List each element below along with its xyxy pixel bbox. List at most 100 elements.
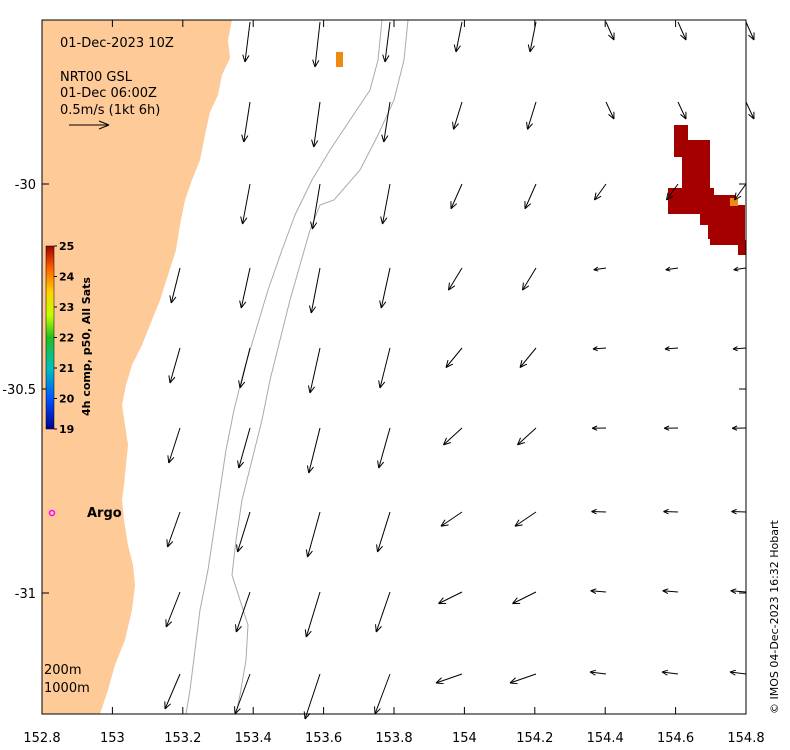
current-arrow	[589, 669, 607, 676]
current-arrow	[236, 511, 251, 553]
current-arrow	[517, 427, 537, 446]
x-axis: 152.8 153 153.2 153.4 153.6 153.8 154 154.2 154.…	[23, 20, 765, 746]
current-arrow	[238, 347, 251, 389]
current-arrow	[592, 425, 607, 431]
current-arrow	[240, 183, 251, 225]
current-arrow	[594, 183, 607, 201]
current-arrow	[677, 21, 687, 41]
x-tick-label: 152.8	[23, 731, 60, 746]
current-arrow	[745, 21, 755, 41]
current-arrow	[241, 101, 251, 143]
current-arrow	[509, 673, 537, 685]
current-arrow	[435, 673, 463, 685]
current-arrow	[304, 591, 321, 638]
colorbar	[45, 245, 55, 430]
x-tick-label: 153.8	[375, 731, 412, 746]
current-arrow	[448, 267, 463, 291]
current-arrow	[591, 508, 607, 515]
current-arrow	[664, 346, 679, 352]
current-arrow	[519, 347, 537, 368]
current-arrow	[305, 511, 321, 558]
current-arrow	[733, 266, 747, 272]
current-arrow	[310, 183, 321, 230]
y-tick-label: -30.5	[2, 383, 36, 398]
current-arrow	[665, 266, 679, 272]
x-tick-label: 154.2	[516, 731, 553, 746]
current-arrow	[166, 511, 181, 548]
argo-label: Argo	[87, 506, 122, 521]
current-arrow	[450, 183, 463, 210]
current-arrow	[374, 673, 391, 715]
x-tick-label: 154.8	[727, 731, 764, 746]
current-arrow	[440, 511, 463, 527]
current-arrow	[732, 346, 747, 352]
y-tick-label: -31	[15, 587, 36, 602]
colorbar-tick-label: 22	[59, 332, 74, 345]
current-arrow	[445, 347, 463, 368]
current-arrow	[605, 101, 615, 120]
current-arrow	[452, 101, 463, 130]
y-tick-label: -30	[15, 178, 36, 193]
current-arrow	[438, 591, 463, 605]
current-vectors	[164, 21, 755, 720]
current-arrow	[677, 101, 687, 120]
current-arrow	[662, 588, 679, 595]
current-arrow	[664, 425, 679, 431]
current-arrow	[661, 669, 679, 676]
land-mass	[42, 20, 232, 714]
current-arrow	[165, 591, 181, 628]
y-axis: -30 -30.5 -31	[2, 178, 746, 602]
current-arrow	[592, 346, 607, 352]
current-arrow	[745, 101, 755, 120]
x-tick-label: 154.4	[587, 731, 624, 746]
current-arrow	[239, 267, 251, 309]
current-arrow	[729, 669, 747, 676]
colorbar-tick-label: 25	[59, 240, 74, 253]
colorbar-title: 4h comp, p50, All Sats	[80, 277, 93, 416]
current-arrow	[522, 267, 537, 291]
current-arrow	[663, 508, 679, 515]
current-arrow	[306, 427, 321, 474]
current-arrow	[309, 267, 321, 314]
current-arrow	[234, 673, 251, 715]
current-arrow	[164, 673, 181, 710]
colorbar-tick-label: 23	[59, 301, 74, 314]
current-arrow	[453, 21, 463, 53]
contour-1000m	[231, 20, 409, 714]
current-arrow	[731, 508, 747, 515]
current-arrow	[242, 21, 251, 63]
scale-label: 0.5m/s (1kt 6h)	[60, 103, 160, 118]
current-arrow	[514, 511, 537, 527]
current-arrow	[526, 101, 537, 130]
current-arrow	[381, 101, 391, 143]
current-arrow	[524, 183, 537, 210]
x-tick-label: 153	[100, 731, 125, 746]
current-arrow	[235, 591, 251, 633]
current-arrow	[666, 183, 679, 201]
current-arrow	[379, 267, 391, 309]
current-arrow	[169, 267, 181, 304]
current-arrow	[380, 183, 391, 225]
current-arrow	[512, 591, 537, 605]
x-tick-label: 154	[452, 731, 477, 746]
current-arrow	[605, 21, 615, 41]
colorbar-tick-label: 21	[59, 362, 74, 375]
depth-label-1000m: 1000m	[44, 681, 90, 696]
scale-arrow-icon	[69, 120, 110, 130]
colorbar-tick-label: 19	[59, 423, 74, 436]
colorbar-tick-label: 20	[59, 393, 75, 406]
current-arrow	[382, 21, 391, 63]
x-tick-label: 153.6	[305, 731, 342, 746]
current-arrow	[167, 427, 181, 464]
current-arrow	[730, 588, 747, 595]
colorbar-ticks: 25 24 23 22 21 20 19	[54, 240, 75, 436]
x-tick-label: 153.2	[164, 731, 201, 746]
x-tick-label: 153.4	[235, 731, 272, 746]
product-name: NRT00 GSL	[60, 70, 133, 85]
current-arrow	[732, 425, 747, 431]
sst-patches	[336, 52, 746, 255]
current-arrow	[376, 511, 391, 553]
x-tick-label: 154.6	[657, 731, 694, 746]
current-arrow	[443, 427, 463, 446]
current-arrow	[590, 588, 607, 595]
